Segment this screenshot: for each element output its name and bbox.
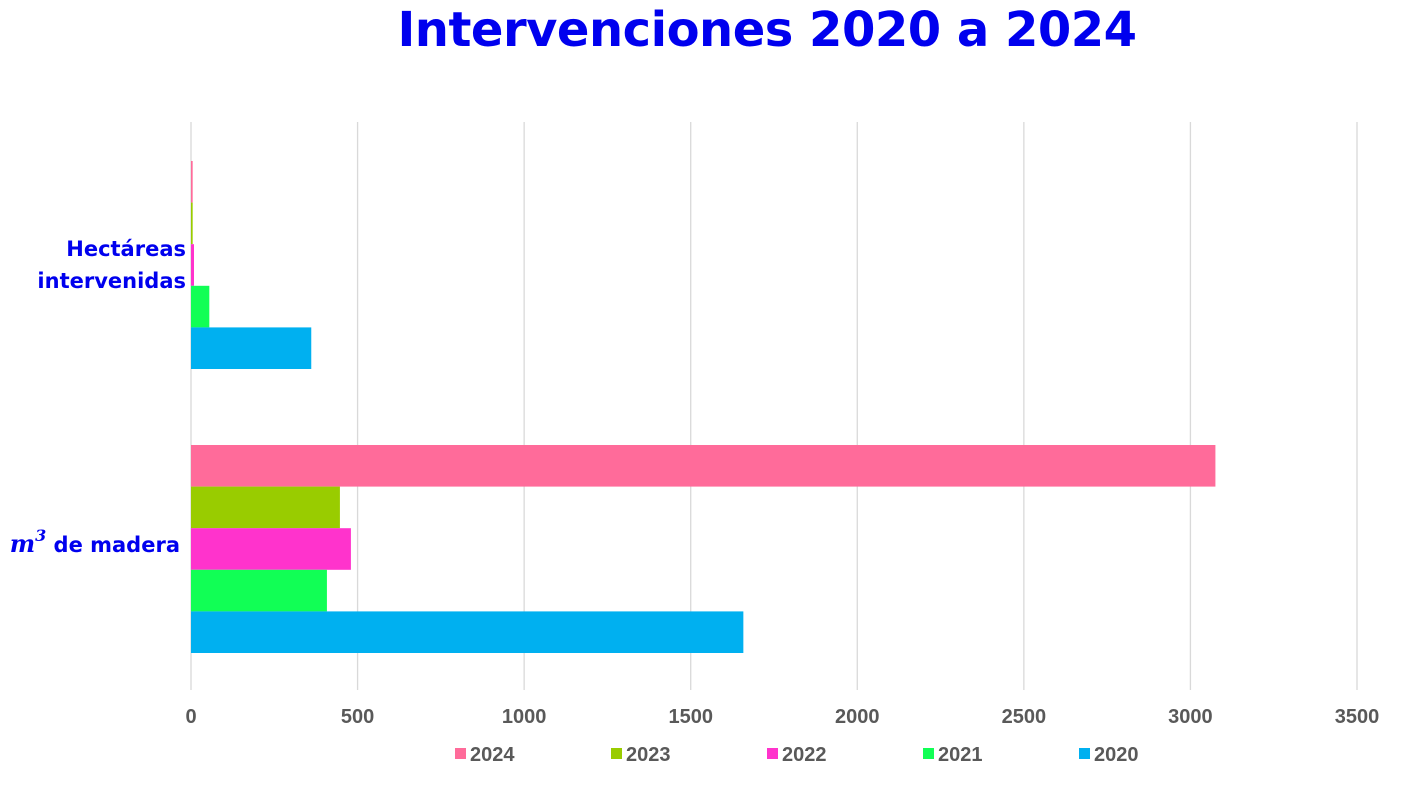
bar-2022-cat1 xyxy=(191,528,351,570)
x-tick-label: 1000 xyxy=(502,706,547,728)
legend-label-2023: 2023 xyxy=(626,744,671,766)
x-tick-label: 3500 xyxy=(1335,706,1380,728)
category-label-m: m xyxy=(10,529,35,558)
x-tick-label: 1500 xyxy=(668,706,713,728)
legend-label-2022: 2022 xyxy=(782,744,827,766)
legend-label-2021: 2021 xyxy=(938,744,983,766)
category-label-hectareas-line2: intervenidas xyxy=(37,269,186,293)
category-label-madera: m3 de madera xyxy=(10,526,180,558)
bar-2021-cat0 xyxy=(191,285,210,328)
x-tick-label: 0 xyxy=(185,706,196,728)
legend-swatch-2022 xyxy=(767,748,778,759)
category-label-hectareas-line1: Hectáreas xyxy=(66,237,186,261)
category-label-superscript: 3 xyxy=(35,526,46,545)
legend-swatch-2024 xyxy=(455,748,466,759)
legend-swatch-2023 xyxy=(611,748,622,759)
legend-label-2024: 2024 xyxy=(470,744,515,766)
gridlines xyxy=(190,122,1358,690)
category-label-rest: de madera xyxy=(46,533,180,557)
bar-2024-cat1 xyxy=(191,445,1216,487)
x-tick-label: 2500 xyxy=(1002,706,1047,728)
bar-2020-cat1 xyxy=(191,611,744,653)
legend: 2024 2023 2022 2021 2020 xyxy=(455,744,1139,766)
bar-2024-cat0 xyxy=(191,161,193,203)
x-tick-label: 500 xyxy=(341,706,374,728)
x-tick-label: 3000 xyxy=(1168,706,1213,728)
bars xyxy=(191,161,1216,653)
legend-swatch-2021 xyxy=(923,748,934,759)
chart-title: Intervenciones 2020 a 2024 xyxy=(397,2,1137,58)
legend-label-2020: 2020 xyxy=(1094,744,1139,766)
bar-2022-cat0 xyxy=(191,244,194,286)
legend-swatch-2020 xyxy=(1079,748,1090,759)
bar-2023-cat1 xyxy=(191,486,340,529)
category-labels: Hectáreas intervenidas m3 de madera xyxy=(10,237,186,558)
bar-2021-cat1 xyxy=(191,569,327,612)
bar-2020-cat0 xyxy=(191,327,312,369)
x-tick-label: 2000 xyxy=(835,706,880,728)
x-axis-ticks: 0 500 1000 1500 2000 2500 3000 3500 xyxy=(185,706,1379,728)
bar-2023-cat0 xyxy=(191,202,193,245)
